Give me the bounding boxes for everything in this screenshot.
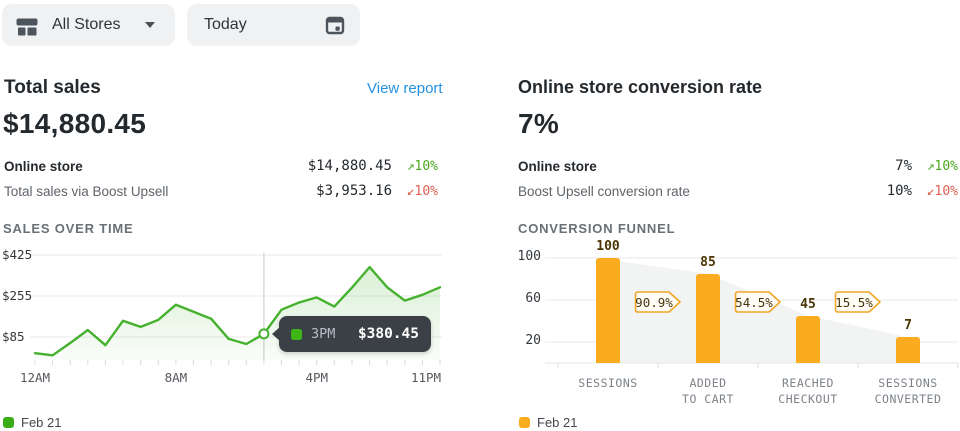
conversion-row-online-store: Online store 7% ↗10% <box>518 156 958 176</box>
row-label: Total sales via Boost Upsell <box>4 183 169 199</box>
tooltip-time-label: 3PM <box>311 326 336 342</box>
total-sales-row-boost-upsell: Total sales via Boost Upsell $3,953.16 ↙… <box>4 181 438 201</box>
bar-value-label: 7 <box>904 318 912 333</box>
calendar-icon <box>325 16 345 35</box>
conversion-rate-value: 7% <box>518 108 560 139</box>
row-value: $3,953.16 <box>316 183 392 199</box>
y-axis-label: $255 <box>2 287 33 303</box>
conversion-funnel-heading: CONVERSION FUNNEL <box>518 221 676 236</box>
row-value: 10% <box>886 183 912 199</box>
total-sales-value: $14,880.45 <box>3 108 147 139</box>
row-label: Online store <box>518 158 597 174</box>
sales-over-time-heading: SALES OVER TIME <box>3 221 134 236</box>
view-report-link[interactable]: View report <box>367 80 443 97</box>
date-selector-button[interactable]: Today <box>187 4 360 46</box>
total-sales-title: Total sales <box>4 77 101 98</box>
conversion-row-boost-upsell: Boost Upsell conversion rate 10% ↙10% <box>518 181 958 201</box>
row-label: Online store <box>4 158 83 174</box>
date-selector-label: Today <box>204 16 247 33</box>
x-axis-label: 4PM <box>305 370 329 385</box>
delta-up-badge: ↗10% <box>926 158 958 174</box>
x-axis-label: 12AM <box>19 370 51 385</box>
x-axis-label: 11PM <box>410 370 442 385</box>
funnel-bar[interactable] <box>796 315 820 363</box>
funnel-legend: Feb 21 <box>519 415 577 430</box>
category-label: ADDED TO CART <box>682 376 734 406</box>
badge-arrow-shape <box>734 291 781 313</box>
category-label: REACHED CHECKOUT <box>778 376 838 406</box>
x-axis-label: 8AM <box>164 370 188 385</box>
conversion-funnel-chart[interactable]: 20 60 100 100 SESSIONS 85 ADDED TO CART 45 REACH… <box>500 239 960 431</box>
row-value: $14,880.45 <box>307 158 392 174</box>
bar-value-label: 45 <box>800 296 816 312</box>
up-arrow-icon: ↗ <box>406 158 415 174</box>
category-label: SESSIONS <box>578 376 638 390</box>
y-axis-label: 60 <box>525 291 541 306</box>
sales-legend: Feb 21 <box>3 415 61 430</box>
badge-arrow-shape <box>834 291 881 313</box>
store-selector-label: All Stores <box>52 16 121 33</box>
conversion-rate-badge: 15.5% <box>834 291 882 313</box>
y-axis-label: 20 <box>525 333 541 348</box>
total-sales-row-online-store: Online store $14,880.45 ↗10% <box>4 156 438 176</box>
funnel-bar[interactable] <box>596 258 620 363</box>
y-axis-label: 100 <box>517 249 541 264</box>
legend-swatch-green <box>3 417 14 428</box>
legend-swatch-orange <box>519 417 530 428</box>
row-label: Boost Upsell conversion rate <box>518 183 690 199</box>
conversion-rate-title: Online store conversion rate <box>518 77 763 97</box>
legend-label: Feb 21 <box>537 415 578 430</box>
chevron-down-icon <box>145 22 155 28</box>
delta-down-badge: ↙10% <box>926 183 958 199</box>
down-arrow-icon: ↙ <box>926 183 935 199</box>
bar-value-label: 85 <box>700 254 716 270</box>
up-arrow-icon: ↗ <box>926 158 935 174</box>
tooltip-value: $380.45 <box>357 326 419 342</box>
y-axis-label: $425 <box>2 246 33 262</box>
conversion-rate-badge: 90.9% <box>634 291 682 313</box>
conversion-rate-badge: 54.5% <box>734 291 782 313</box>
delta-up-badge: ↗10% <box>406 158 438 174</box>
chart-tooltip: 3PM $380.45 <box>272 316 431 352</box>
badge-arrow-shape <box>634 291 681 313</box>
legend-label: Feb 21 <box>21 415 62 430</box>
funnel-grid <box>545 257 959 368</box>
row-value: 7% <box>895 158 912 174</box>
funnel-bar[interactable] <box>696 273 720 363</box>
bar-value-label: 100 <box>596 239 620 254</box>
storefront-icon <box>16 18 38 35</box>
tooltip-series-swatch <box>291 328 302 340</box>
y-axis-label: $85 <box>2 329 25 344</box>
delta-down-badge: ↙10% <box>406 183 438 199</box>
category-label: SESSIONS CONVERTED <box>874 376 942 406</box>
down-arrow-icon: ↙ <box>406 183 415 199</box>
store-selector-button[interactable]: All Stores <box>2 4 175 46</box>
funnel-bar[interactable] <box>896 337 920 363</box>
